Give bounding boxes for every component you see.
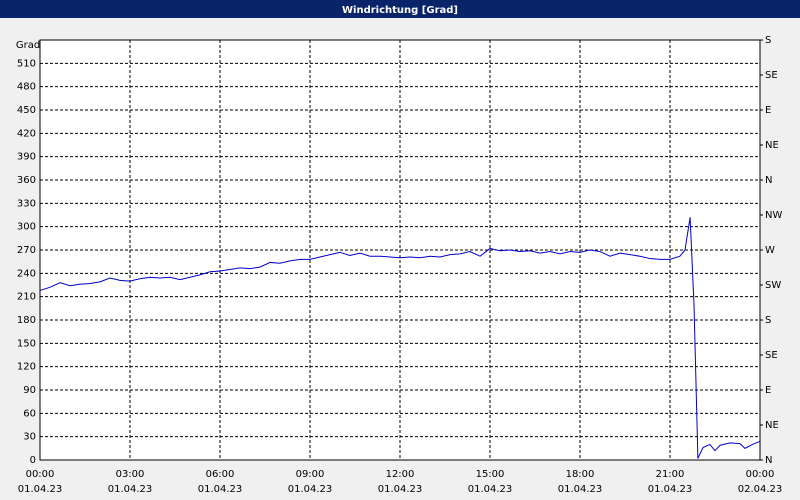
y2-tick-label: S	[765, 315, 771, 326]
x-tick-label: 09:00	[296, 469, 325, 480]
x-tick-date: 01.04.23	[198, 484, 243, 495]
y2-tick-label: N	[765, 175, 772, 186]
x-tick-label: 18:00	[566, 469, 595, 480]
y-tick-label: 270	[17, 245, 36, 256]
y-tick-label: 450	[17, 105, 36, 116]
y-tick-label: 330	[17, 198, 36, 209]
y-tick-label: 30	[23, 432, 36, 443]
y2-tick-label: SE	[765, 70, 778, 81]
y-tick-label: 180	[17, 315, 36, 326]
x-tick-label: 00:00	[26, 469, 55, 480]
y-tick-label: 120	[17, 362, 36, 373]
y2-tick-label: SE	[765, 350, 778, 361]
y2-tick-label: S	[765, 35, 771, 46]
y-tick-label: 420	[17, 128, 36, 139]
y-tick-label: 0	[30, 455, 36, 466]
plot-frame	[39, 39, 761, 461]
y-tick-label: 360	[17, 175, 36, 186]
x-tick-date: 01.04.23	[108, 484, 153, 495]
x-tick-date: 02.04.23	[738, 484, 783, 495]
y-tick-label: 510	[17, 58, 36, 69]
y2-tick-label: E	[765, 385, 771, 396]
y2-tick-label: NE	[765, 140, 779, 151]
y-tick-label: 210	[17, 292, 36, 303]
x-tick-date: 01.04.23	[558, 484, 603, 495]
y-tick-label: 480	[17, 82, 36, 93]
x-tick-label: 06:00	[206, 469, 235, 480]
y2-tick-label: E	[765, 105, 771, 116]
title-bar	[0, 0, 800, 18]
y-tick-label: 390	[17, 152, 36, 163]
x-tick-label: 21:00	[656, 469, 685, 480]
y2-tick-label: NW	[765, 210, 782, 221]
x-tick-date: 01.04.23	[378, 484, 423, 495]
x-tick-label: 12:00	[386, 469, 415, 480]
y-axis-label: Grad	[16, 40, 40, 51]
y-tick-label: 90	[23, 385, 36, 396]
y-tick-label: 240	[17, 268, 36, 279]
y2-tick-label: NE	[765, 420, 779, 431]
y2-tick-label: W	[765, 245, 775, 256]
y2-tick-label: SW	[765, 280, 781, 291]
x-tick-label: 00:00	[746, 469, 775, 480]
y2-tick-label: N	[765, 455, 772, 466]
y-tick-label: 150	[17, 338, 36, 349]
x-tick-date: 01.04.23	[648, 484, 693, 495]
line-series	[39, 217, 761, 459]
chart-title: Windrichtung [Grad]	[342, 5, 458, 16]
y-tick-label: 300	[17, 222, 36, 233]
x-tick-date: 01.04.23	[468, 484, 513, 495]
x-tick-label: 03:00	[116, 469, 145, 480]
y-tick-label: 60	[23, 408, 36, 419]
x-tick-label: 15:00	[476, 469, 505, 480]
x-tick-date: 01.04.23	[18, 484, 63, 495]
x-tick-date: 01.04.23	[288, 484, 333, 495]
